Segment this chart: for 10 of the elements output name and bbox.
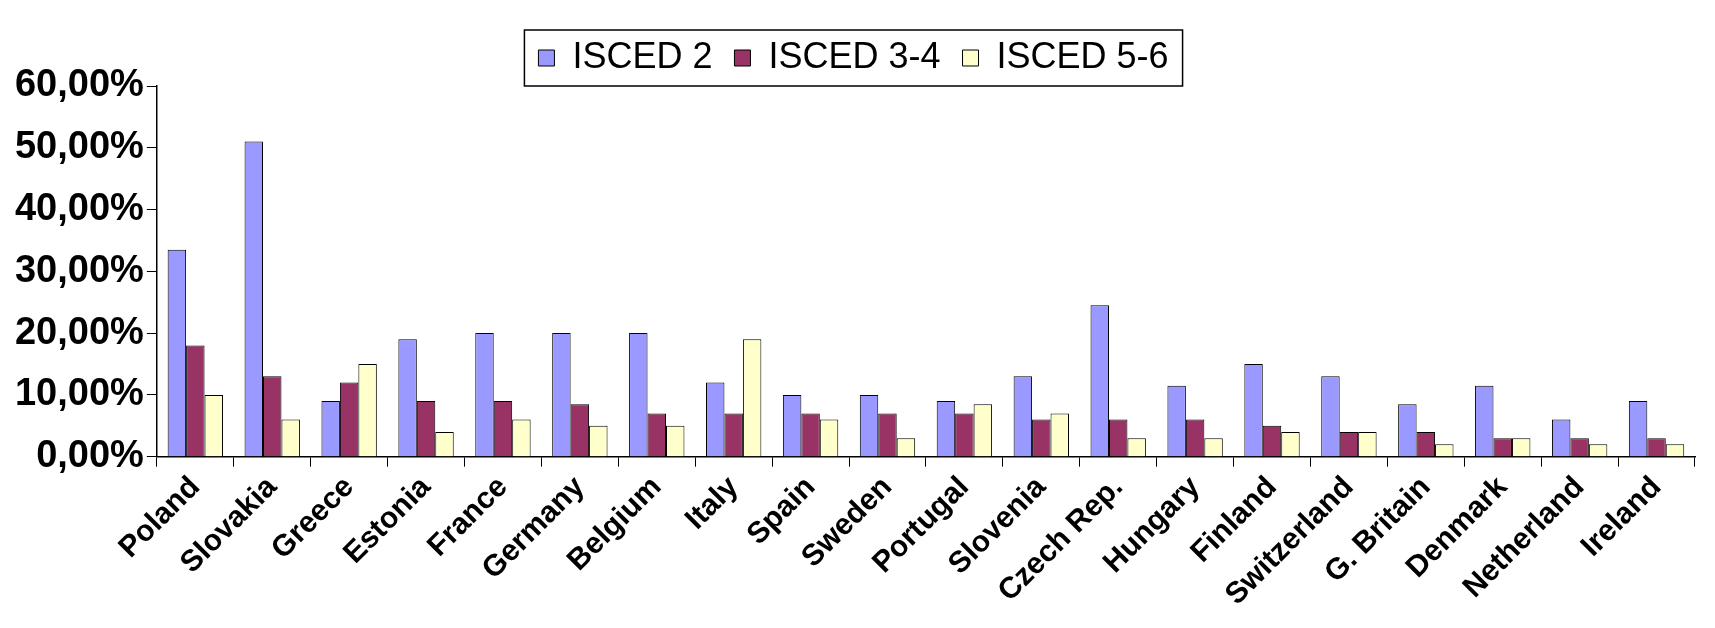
y-tick-label: 50,00%	[14, 124, 144, 167]
y-tick-label: 40,00%	[14, 186, 144, 229]
y-tick-label: 0,00%	[36, 433, 144, 476]
legend-label: ISCED 2	[572, 34, 713, 76]
legend-label: ISCED 5-6	[996, 34, 1169, 76]
y-tick-label: 10,00%	[14, 371, 144, 414]
legend-label: ISCED 3-4	[768, 34, 941, 76]
y-tick-label: 30,00%	[14, 247, 144, 290]
y-tick-label: 60,00%	[14, 62, 144, 105]
y-tick-label: 20,00%	[14, 309, 144, 352]
